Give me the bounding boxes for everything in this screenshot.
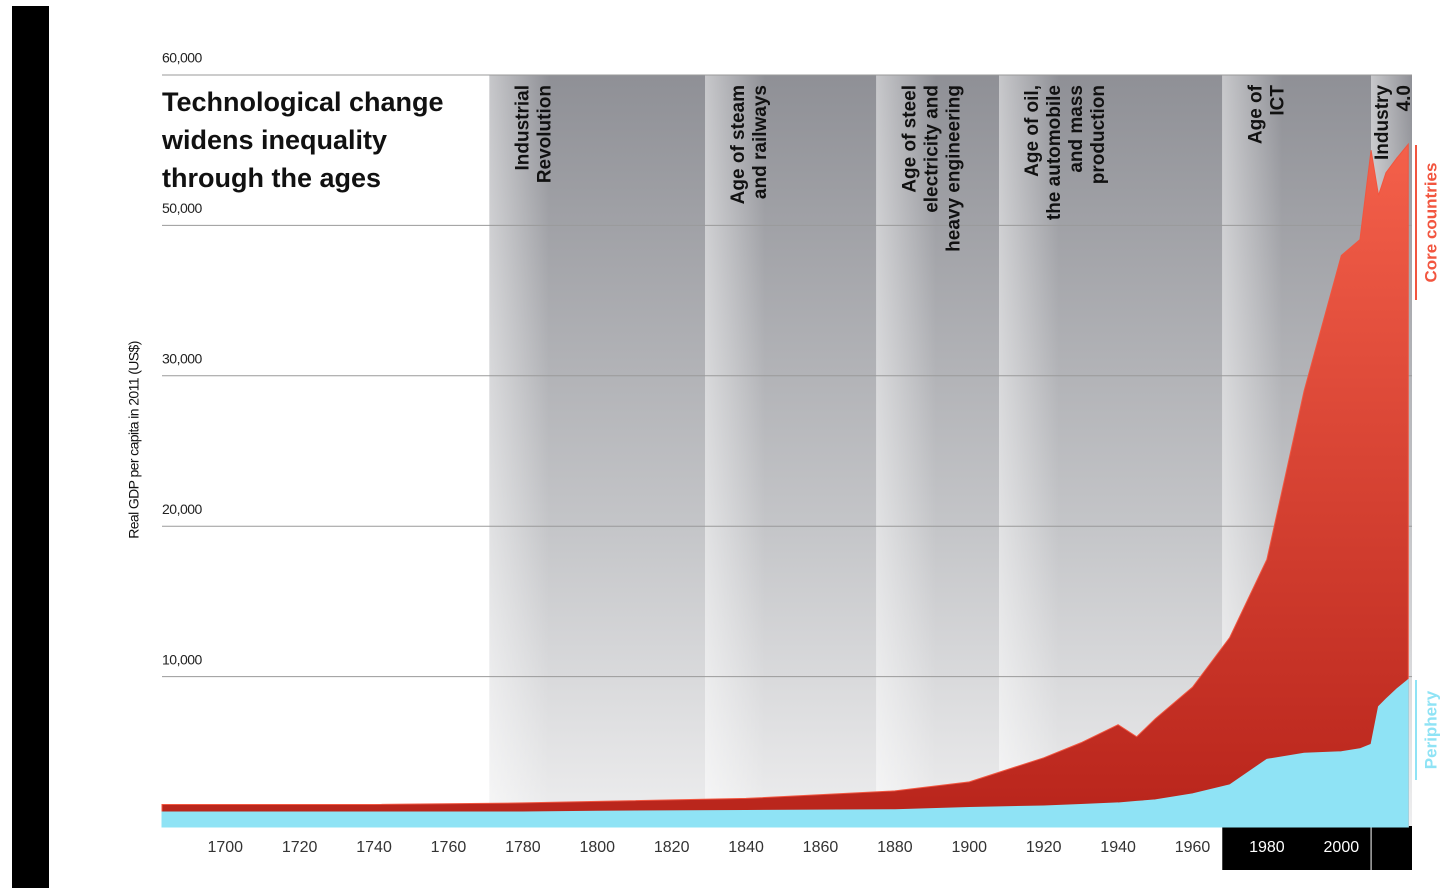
x-tick-label: 1780 [505, 839, 541, 856]
x-tick-label: 2000 [1324, 839, 1360, 856]
x-tick-label: 1800 [579, 839, 615, 856]
axis-highlight [1222, 826, 1412, 870]
x-tick-label: 1720 [282, 839, 318, 856]
era-label: production [1088, 85, 1109, 184]
legend-label: Core countries [1421, 163, 1440, 283]
era-label: Industrial [512, 85, 533, 171]
x-tick-label: 1900 [951, 839, 987, 856]
era-label: Age of steam [728, 85, 749, 204]
era-label: the automobile [1044, 85, 1065, 220]
x-tick-label: 1960 [1175, 839, 1211, 856]
y-tick-label: 60,000 [162, 50, 203, 66]
x-tick-label: 1980 [1249, 839, 1285, 856]
x-tick-label: 1920 [1026, 839, 1062, 856]
y-tick-label: 10,000 [162, 651, 203, 667]
era-label: and railways [750, 85, 771, 199]
y-axis-label: Real GDP per capita in 2011 (US$) [126, 341, 142, 539]
x-tick-label: 1700 [207, 839, 243, 856]
era-label: heavy engineering [943, 85, 964, 252]
legend-label: Periphery [1421, 690, 1440, 769]
era-label: Age of [1245, 84, 1266, 144]
x-tick-label: 1840 [728, 839, 764, 856]
x-tick-label: 1880 [877, 839, 913, 856]
chart-title: Technological change [162, 87, 444, 117]
era-label: 4.0 [1394, 85, 1415, 111]
era-label: Industry [1372, 85, 1393, 160]
x-tick-label: 1940 [1100, 839, 1136, 856]
chart-title: widens inequality [161, 125, 387, 155]
era-band-shade [999, 75, 1060, 827]
y-tick-label: 50,000 [162, 200, 203, 216]
era-label: Age of steel [899, 85, 920, 193]
era-label: Revolution [534, 85, 555, 183]
y-tick-label: 30,000 [162, 351, 203, 367]
era-label: Age of oil, [1022, 85, 1043, 177]
era-band-shade [876, 75, 937, 827]
era-band-shade [489, 75, 550, 827]
x-tick-label: 1740 [356, 839, 392, 856]
era-label: electricity and [921, 85, 942, 213]
era-label: and mass [1066, 85, 1087, 173]
side-bar [12, 6, 49, 888]
x-tick-label: 1820 [654, 839, 690, 856]
area [161, 678, 1409, 828]
x-tick-label: 1860 [803, 839, 839, 856]
chart-title: through the ages [162, 163, 381, 193]
era-band-shade [705, 75, 766, 827]
y-tick-label: 20,000 [162, 501, 203, 517]
x-tick-label: 1760 [431, 839, 467, 856]
era-label: ICT [1267, 85, 1288, 116]
